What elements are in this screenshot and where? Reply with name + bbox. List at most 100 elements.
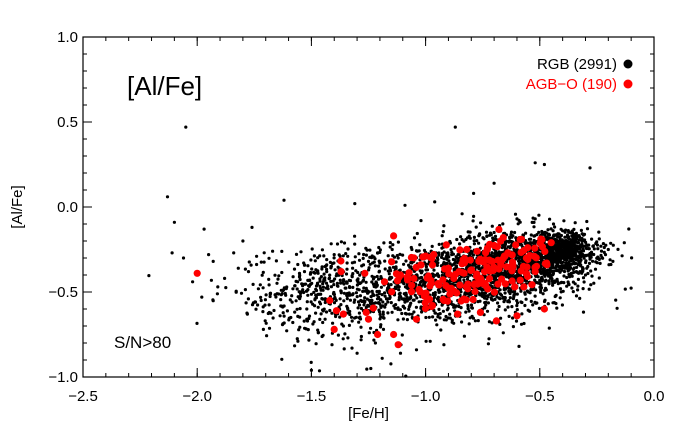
rgb-data-point <box>339 303 343 307</box>
rgb-data-point <box>552 252 556 257</box>
rgb-data-point <box>334 298 338 302</box>
rgb-data-point <box>546 257 551 261</box>
rgb-data-point <box>255 254 259 258</box>
agb-o-data-point <box>488 257 496 265</box>
rgb-data-point <box>570 244 574 249</box>
rgb-data-point <box>314 284 319 288</box>
rgb-data-point <box>294 299 298 303</box>
rgb-data-point <box>409 296 413 300</box>
rgb-data-point <box>380 293 384 297</box>
agb-o-data-point <box>495 225 503 234</box>
rgb-data-point <box>560 261 564 265</box>
agb-o-data-point <box>428 302 436 311</box>
rgb-data-point <box>498 288 502 292</box>
y-tick-label: −1.0 <box>48 369 78 386</box>
rgb-data-point <box>556 240 560 244</box>
rgb-data-point <box>373 264 377 268</box>
rgb-data-point <box>513 212 518 216</box>
rgb-data-point <box>414 305 418 309</box>
rgb-data-point <box>466 230 470 234</box>
rgb-data-point <box>501 331 505 335</box>
rgb-data-point <box>329 279 333 283</box>
rgb-data-point <box>309 258 313 262</box>
rgb-data-point <box>417 249 421 253</box>
agb-o-data-point <box>471 280 479 288</box>
rgb-data-point <box>447 259 451 263</box>
rgb-data-point <box>344 252 348 256</box>
rgb-data-point <box>336 333 340 337</box>
rgb-data-point <box>594 260 598 264</box>
rgb-data-point <box>607 263 611 267</box>
rgb-data-point <box>405 318 409 322</box>
rgb-data-point <box>267 283 271 287</box>
agb-o-data-point <box>326 296 334 305</box>
rgb-data-point <box>349 315 354 319</box>
rgb-data-point <box>590 274 594 278</box>
rgb-data-point <box>479 221 483 225</box>
rgb-data-point <box>532 225 536 229</box>
rgb-data-point <box>466 307 470 311</box>
rgb-data-point <box>531 303 535 307</box>
rgb-data-point <box>588 254 592 259</box>
rgb-data-point <box>342 278 346 282</box>
rgb-data-point <box>542 255 546 260</box>
rgb-data-point <box>299 250 303 254</box>
rgb-data-point <box>449 248 453 252</box>
rgb-data-point <box>490 251 494 255</box>
rgb-data-point <box>268 294 272 299</box>
rgb-data-point <box>583 273 588 277</box>
rgb-data-point <box>306 293 310 297</box>
y-tick-label: 1.0 <box>57 29 78 46</box>
rgb-data-point <box>402 282 406 286</box>
rgb-data-point <box>359 306 363 311</box>
rgb-data-point <box>611 243 615 247</box>
agb-o-data-point <box>421 304 430 313</box>
rgb-data-point <box>520 300 524 305</box>
rgb-data-point <box>452 267 456 271</box>
agb-o-data-point <box>442 282 450 290</box>
rgb-data-point <box>191 280 195 284</box>
agb-o-data-point <box>337 268 345 276</box>
rgb-data-point <box>377 295 381 299</box>
rgb-data-point <box>572 266 576 270</box>
x-axis-title: [Fe/H] <box>348 405 389 422</box>
rgb-data-point <box>574 231 579 235</box>
rgb-data-point <box>282 198 286 202</box>
rgb-data-point <box>458 242 462 246</box>
rgb-data-point <box>542 162 547 167</box>
agb-o-data-point <box>393 277 402 285</box>
rgb-data-point <box>472 239 476 243</box>
rgb-data-point <box>472 214 476 218</box>
rgb-data-point <box>579 245 583 249</box>
agb-o-data-point <box>528 281 536 289</box>
rgb-data-point <box>567 244 571 248</box>
rgb-data-point <box>483 301 487 305</box>
rgb-data-point <box>250 303 255 307</box>
agb-o-data-point <box>460 259 469 267</box>
rgb-data-point <box>547 233 552 237</box>
rgb-data-point <box>357 316 361 320</box>
rgb-data-point <box>380 356 384 360</box>
agb-o-data-point <box>407 253 415 262</box>
rgb-data-point <box>347 285 352 289</box>
agb-o-data-point <box>547 239 555 247</box>
rgb-data-point <box>541 292 545 296</box>
rgb-data-point <box>530 241 534 245</box>
rgb-data-point <box>393 306 397 310</box>
rgb-data-point <box>322 272 326 276</box>
rgb-data-point <box>563 240 567 244</box>
rgb-data-point <box>486 301 490 305</box>
agb-o-data-point <box>494 280 502 288</box>
rgb-data-point <box>350 261 354 265</box>
rgb-data-point <box>460 320 464 324</box>
rgb-data-point <box>517 256 521 260</box>
rgb-data-point <box>543 279 547 283</box>
rgb-data-point <box>147 274 151 278</box>
agb-o-data-point <box>497 237 505 245</box>
rgb-data-point <box>287 318 291 322</box>
rgb-data-point <box>506 305 510 309</box>
rgb-data-point <box>558 296 562 300</box>
rgb-data-point <box>339 291 343 295</box>
rgb-data-point <box>411 298 415 302</box>
